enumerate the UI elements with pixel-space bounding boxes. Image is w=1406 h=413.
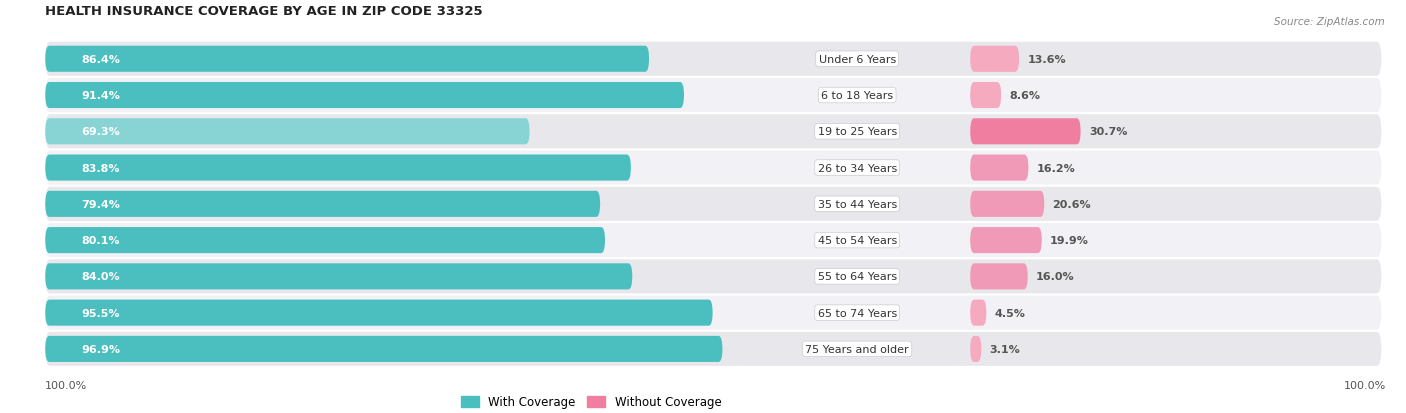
FancyBboxPatch shape	[45, 115, 1381, 149]
FancyBboxPatch shape	[45, 43, 1381, 77]
FancyBboxPatch shape	[45, 188, 1381, 221]
FancyBboxPatch shape	[45, 332, 1381, 366]
Text: 96.9%: 96.9%	[82, 344, 121, 354]
Text: 45 to 54 Years: 45 to 54 Years	[817, 235, 897, 245]
Text: 91.4%: 91.4%	[82, 91, 120, 101]
FancyBboxPatch shape	[45, 79, 1381, 113]
FancyBboxPatch shape	[45, 223, 1381, 258]
FancyBboxPatch shape	[970, 119, 1081, 145]
Text: 55 to 64 Years: 55 to 64 Years	[818, 272, 897, 282]
Text: 83.8%: 83.8%	[82, 163, 120, 173]
Text: 4.5%: 4.5%	[994, 308, 1025, 318]
Text: HEALTH INSURANCE COVERAGE BY AGE IN ZIP CODE 33325: HEALTH INSURANCE COVERAGE BY AGE IN ZIP …	[45, 5, 482, 18]
Text: Source: ZipAtlas.com: Source: ZipAtlas.com	[1274, 17, 1385, 26]
Text: 19 to 25 Years: 19 to 25 Years	[817, 127, 897, 137]
FancyBboxPatch shape	[970, 263, 1028, 290]
Text: 3.1%: 3.1%	[990, 344, 1021, 354]
FancyBboxPatch shape	[45, 296, 1381, 330]
FancyBboxPatch shape	[45, 228, 605, 254]
FancyBboxPatch shape	[970, 300, 987, 326]
Text: Under 6 Years: Under 6 Years	[818, 55, 896, 64]
FancyBboxPatch shape	[970, 83, 1001, 109]
FancyBboxPatch shape	[45, 83, 683, 109]
Text: 8.6%: 8.6%	[1010, 91, 1040, 101]
Text: 79.4%: 79.4%	[82, 199, 120, 209]
FancyBboxPatch shape	[45, 191, 600, 217]
FancyBboxPatch shape	[45, 119, 530, 145]
Text: 26 to 34 Years: 26 to 34 Years	[817, 163, 897, 173]
FancyBboxPatch shape	[45, 47, 650, 73]
FancyBboxPatch shape	[45, 155, 631, 181]
Text: 13.6%: 13.6%	[1028, 55, 1066, 64]
FancyBboxPatch shape	[970, 228, 1042, 254]
FancyBboxPatch shape	[45, 151, 1381, 185]
Text: 100.0%: 100.0%	[45, 380, 87, 390]
FancyBboxPatch shape	[970, 47, 1019, 73]
Text: 20.6%: 20.6%	[1053, 199, 1091, 209]
Text: 80.1%: 80.1%	[82, 235, 120, 245]
Text: 19.9%: 19.9%	[1050, 235, 1088, 245]
Text: 69.3%: 69.3%	[82, 127, 120, 137]
FancyBboxPatch shape	[45, 263, 633, 290]
Text: 35 to 44 Years: 35 to 44 Years	[817, 199, 897, 209]
Text: 100.0%: 100.0%	[1344, 380, 1386, 390]
Text: 84.0%: 84.0%	[82, 272, 120, 282]
Text: 6 to 18 Years: 6 to 18 Years	[821, 91, 893, 101]
FancyBboxPatch shape	[970, 336, 981, 362]
Text: 16.0%: 16.0%	[1036, 272, 1074, 282]
Text: 86.4%: 86.4%	[82, 55, 120, 64]
FancyBboxPatch shape	[45, 260, 1381, 294]
Legend: With Coverage, Without Coverage: With Coverage, Without Coverage	[457, 391, 725, 413]
FancyBboxPatch shape	[970, 191, 1045, 217]
Text: 95.5%: 95.5%	[82, 308, 120, 318]
Text: 65 to 74 Years: 65 to 74 Years	[817, 308, 897, 318]
Text: 16.2%: 16.2%	[1036, 163, 1076, 173]
FancyBboxPatch shape	[970, 155, 1028, 181]
FancyBboxPatch shape	[45, 336, 723, 362]
Text: 75 Years and older: 75 Years and older	[806, 344, 908, 354]
FancyBboxPatch shape	[45, 300, 713, 326]
Text: 30.7%: 30.7%	[1088, 127, 1128, 137]
